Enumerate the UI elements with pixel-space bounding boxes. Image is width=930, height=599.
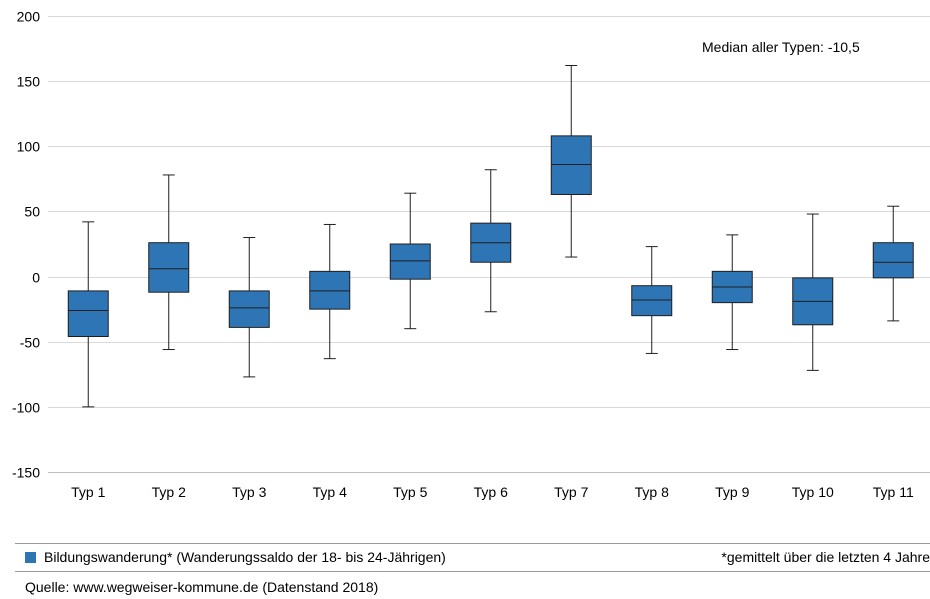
box-2	[148, 174, 190, 351]
x-tick-label: Typ 8	[635, 484, 669, 500]
legend-label: Bildungswanderung* (Wanderungssaldo der …	[44, 549, 446, 565]
box-iqr	[872, 242, 914, 279]
box-iqr	[309, 270, 351, 310]
box-11	[872, 205, 914, 322]
x-axis-ticks: Typ 1 Typ 2 Typ 3 Typ 4 Typ 5 Typ 6 Typ 7 Typ 8…	[71, 484, 914, 500]
box-iqr	[228, 290, 270, 328]
legend-top-rule	[15, 543, 930, 544]
box-iqr	[67, 290, 109, 338]
y-tick-label: -50	[20, 335, 40, 351]
y-tick-label: -150	[12, 465, 40, 481]
y-tick-label: 200	[17, 9, 41, 25]
legend-bottom-rule	[15, 571, 930, 572]
box-3	[228, 236, 270, 378]
y-axis-ticks: 200 150 100 50 0 -50 -100 -150	[12, 9, 40, 481]
x-tick-label: Typ 7	[554, 484, 588, 500]
x-tick-label: Typ 6	[474, 484, 508, 500]
x-tick-label: Typ 3	[232, 484, 266, 500]
box-iqr	[631, 285, 673, 317]
box-iqr	[389, 243, 431, 280]
y-tick-label: -100	[12, 400, 40, 416]
x-tick-label: Typ 4	[313, 484, 347, 500]
y-tick-label: 100	[17, 139, 41, 155]
box-9	[711, 234, 753, 351]
legend-footnote: *gemittelt über die letzten 4 Jahre	[721, 549, 930, 565]
x-tick-label: Typ 9	[715, 484, 749, 500]
x-tick-label: Typ 1	[71, 484, 105, 500]
x-tick-label: Typ 10	[792, 484, 834, 500]
box-iqr	[550, 135, 592, 195]
box-4	[309, 223, 351, 360]
x-tick-label: Typ 11	[873, 484, 914, 500]
median-annotation: Median aller Typen: -10,5	[702, 39, 860, 55]
box-5	[389, 192, 431, 330]
box-series	[67, 65, 914, 408]
source-note: Quelle: www.wegweiser-kommune.de (Datens…	[25, 579, 379, 595]
box-10	[792, 213, 834, 371]
y-tick-label: 150	[17, 74, 41, 90]
x-tick-label: Typ 5	[393, 484, 427, 500]
legend-swatch	[25, 552, 36, 563]
legend: Bildungswanderung* (Wanderungssaldo der …	[15, 547, 930, 567]
y-tick-label: 50	[24, 204, 40, 220]
x-tick-label: Typ 2	[152, 484, 186, 500]
box-8	[631, 246, 673, 354]
y-tick-label: 0	[32, 270, 40, 286]
box-iqr	[148, 242, 190, 293]
box-7	[550, 65, 592, 258]
box-6	[470, 169, 512, 313]
box-1	[67, 221, 109, 408]
gridlines	[48, 16, 930, 473]
